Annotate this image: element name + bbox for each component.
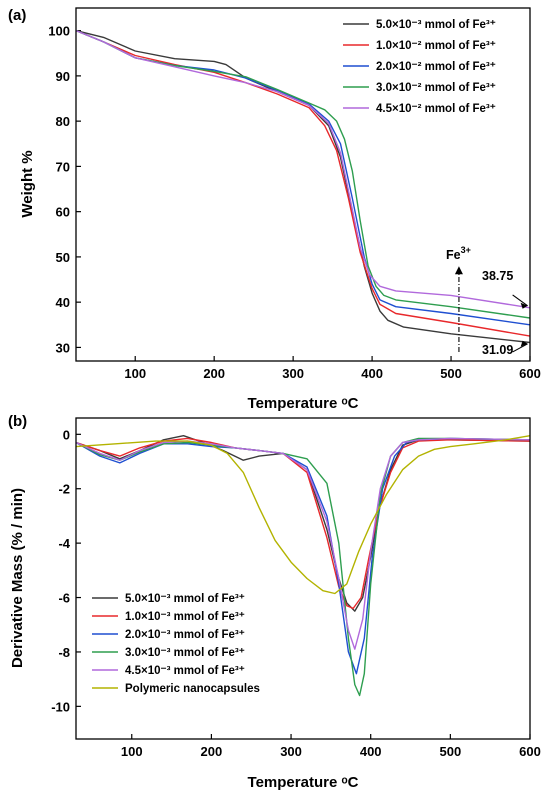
legend-label-3: 2.0×10⁻² mmol of Fe³⁺ (376, 61, 496, 73)
legend-label-1: 5.0×10⁻³ mmol of Fe³⁺ (125, 593, 245, 605)
panel-a-ticks: 100 200 300 400 500 600 30 40 50 60 70 80 90 100 (48, 24, 541, 381)
fe-arrow-label-sup: 3+ (461, 245, 471, 255)
legend-label-4: 3.0×10⁻² mmol of Fe³⁺ (376, 82, 496, 94)
x-tick-label: 100 (121, 744, 143, 759)
panel-b-frame (75, 417, 531, 740)
panel-a-xlabel: Temperature ᵒC (248, 395, 359, 412)
panel-b-xlabel-text: Temperature (248, 774, 338, 791)
panel-b-ylabel: Derivative Mass (% / min) (9, 488, 26, 668)
legend-label-1: 5.0×10⁻³ mmol of Fe³⁺ (376, 19, 496, 31)
panel-a-series (75, 29, 531, 344)
series-line-1 (75, 435, 531, 612)
series-line-4 (75, 29, 531, 319)
panel-b-xlabel-unit: ᵒC (341, 774, 358, 791)
panel-b-xlabel: Temperature ᵒC (248, 774, 359, 791)
upper-value-pointer (512, 294, 528, 307)
legend-label-5: 4.5×10⁻³ mmol of Fe³⁺ (125, 665, 245, 677)
legend-label-6: Polymeric nanocapsules (125, 683, 260, 695)
x-tick-label: 500 (440, 366, 462, 381)
series-line-2 (75, 29, 531, 337)
series-line-1 (75, 29, 531, 344)
panel-b-series (75, 435, 531, 697)
panel-b: (b) 100 200 300 400 500 600 0 -2 -4 -6 -8 -10 5.0×1… (8, 413, 541, 791)
fe-arrow-label: Fe3+ (446, 245, 471, 262)
x-tick-label: 400 (361, 366, 383, 381)
series-line-5 (75, 29, 531, 309)
y-tick-label: -8 (58, 645, 70, 660)
legend-label-2: 1.0×10⁻² mmol of Fe³⁺ (376, 40, 496, 52)
panel-a-xlabel-unit: ᵒC (341, 395, 358, 412)
panel-a-xlabel-text: Temperature (248, 395, 338, 412)
y-tick-label: -10 (51, 699, 70, 714)
panel-b-ticks: 100 200 300 400 500 600 0 -2 -4 -6 -8 -10 (51, 427, 541, 759)
y-tick-label: 0 (63, 427, 70, 442)
x-tick-label: 400 (360, 744, 382, 759)
series-line-6 (75, 435, 531, 595)
x-tick-label: 600 (519, 366, 541, 381)
x-tick-label: 600 (519, 744, 541, 759)
x-tick-label: 300 (282, 366, 304, 381)
fe-arrow-label-base: Fe (446, 248, 461, 262)
legend-label-2: 1.0×10⁻³ mmol of Fe³⁺ (125, 611, 245, 623)
fe-trend-arrowhead (454, 266, 463, 275)
y-tick-label: 30 (56, 340, 70, 355)
series-line-2 (75, 437, 531, 610)
panel-a-frame (75, 7, 531, 362)
panel-a: (a) 100 200 300 400 500 600 30 40 50 60 70 80 90100 … (8, 7, 541, 412)
panel-a-ylabel: Weight % (19, 150, 36, 217)
lower-value-pointer-head (520, 340, 528, 347)
y-tick-label: 40 (56, 295, 70, 310)
upper-value-pointer-head (520, 302, 528, 309)
series-line-5 (75, 437, 531, 650)
panel-a-annotations: Fe3+ 38.75 31.09 (446, 245, 528, 357)
y-tick-label: 100 (48, 24, 70, 39)
x-tick-label: 200 (203, 366, 225, 381)
legend-label-5: 4.5×10⁻² mmol of Fe³⁺ (376, 103, 496, 115)
x-tick-label: 500 (439, 744, 461, 759)
panel-a-label: (a) (8, 7, 26, 24)
y-tick-label: -2 (58, 482, 70, 497)
series-line-3 (75, 29, 531, 326)
y-tick-label: 90 (56, 69, 70, 84)
panel-b-label: (b) (8, 413, 27, 430)
panel-b-legend: 5.0×10⁻³ mmol of Fe³⁺ 1.0×10⁻³ mmol of Fe… (92, 593, 260, 695)
legend-label-4: 3.0×10⁻³ mmol of Fe³⁺ (125, 647, 245, 659)
y-tick-label: 50 (56, 250, 70, 265)
x-tick-label: 200 (201, 744, 223, 759)
x-tick-label: 300 (280, 744, 302, 759)
y-tick-label: -6 (58, 591, 70, 606)
x-tick-label: 100 (124, 366, 146, 381)
y-tick-label: 80 (56, 114, 70, 129)
panel-a-legend: 5.0×10⁻³ mmol of Fe³⁺ 1.0×10⁻² mmol of Fe… (343, 19, 496, 115)
y-tick-label: 60 (56, 205, 70, 220)
lower-value-pointer (512, 343, 528, 353)
upper-value-label: 38.75 (482, 269, 513, 283)
legend-label-3: 2.0×10⁻³ mmol of Fe³⁺ (125, 629, 245, 641)
y-tick-label: -4 (58, 536, 70, 551)
y-tick-label: 70 (56, 159, 70, 174)
lower-value-label: 31.09 (482, 343, 513, 357)
